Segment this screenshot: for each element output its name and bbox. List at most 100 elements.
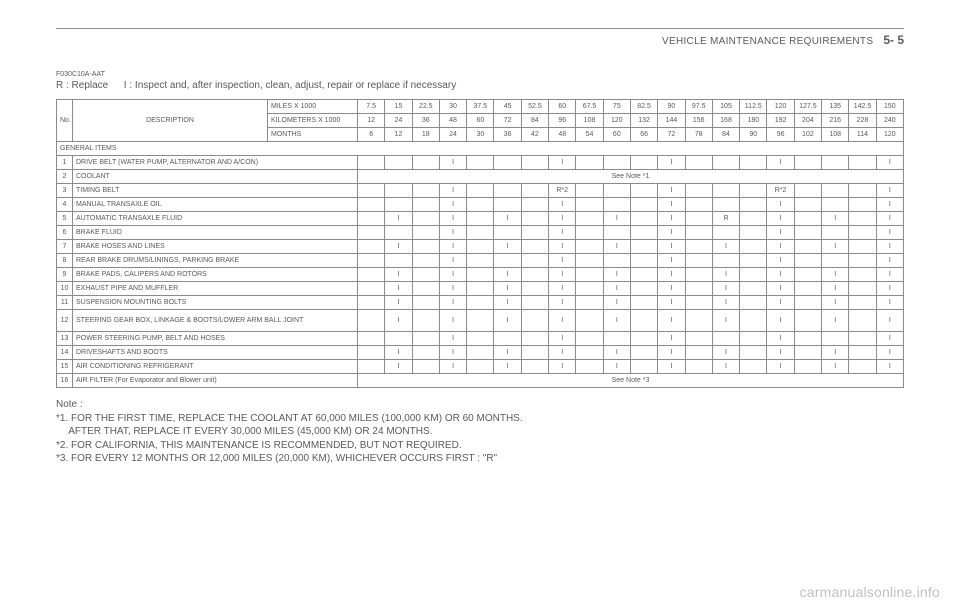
- cell: I: [767, 156, 794, 170]
- cell: I: [876, 282, 903, 296]
- cell: I: [712, 282, 739, 296]
- cell: [521, 360, 548, 374]
- cell: [494, 156, 521, 170]
- cell: [630, 184, 657, 198]
- cell: [849, 240, 876, 254]
- col-desc-header: DESCRIPTION: [73, 100, 268, 142]
- cell: [576, 212, 603, 226]
- cell: [412, 296, 439, 310]
- cell: I: [439, 296, 466, 310]
- table-row: 13POWER STEERING PUMP, BELT AND HOSESIII…: [57, 332, 904, 346]
- months-4: 30: [467, 128, 494, 142]
- cell: I: [822, 240, 849, 254]
- row-desc: BRAKE FLUID: [73, 226, 358, 240]
- miles-7: 60: [549, 100, 576, 114]
- cell: I: [876, 212, 903, 226]
- cell: I: [603, 360, 630, 374]
- table-row: 14DRIVESHAFTS AND BOOTSIIIIIIIIII: [57, 346, 904, 360]
- cell: [740, 156, 767, 170]
- cell: R: [712, 212, 739, 226]
- row-desc: COOLANT: [73, 170, 358, 184]
- cell: [712, 226, 739, 240]
- cell: [521, 184, 548, 198]
- cell: [685, 268, 712, 282]
- header-title: VEHICLE MAINTENANCE REQUIREMENTS: [662, 36, 873, 47]
- cell: I: [876, 184, 903, 198]
- cell: [794, 268, 821, 282]
- page-header: VEHICLE MAINTENANCE REQUIREMENTS 5- 5: [56, 33, 904, 47]
- cell: [385, 156, 412, 170]
- cell: I: [439, 346, 466, 360]
- miles-16: 127.5: [794, 100, 821, 114]
- cell: [822, 156, 849, 170]
- row-number: 14: [57, 346, 73, 360]
- months-14: 90: [740, 128, 767, 142]
- miles-8: 67.5: [576, 100, 603, 114]
- cell: I: [385, 360, 412, 374]
- cell: I: [712, 240, 739, 254]
- row-desc: MANUAL TRANSAXLE OIL: [73, 198, 358, 212]
- cell: [849, 360, 876, 374]
- km-5: 72: [494, 114, 521, 128]
- cell: [849, 346, 876, 360]
- watermark: carmanualsonline.info: [800, 584, 940, 600]
- cell: I: [876, 226, 903, 240]
- row-number: 7: [57, 240, 73, 254]
- cell: [385, 226, 412, 240]
- cell: [494, 198, 521, 212]
- table-row: 5AUTOMATIC TRANSAXLE FLUIDIIIIIIRIII: [57, 212, 904, 226]
- km-label: KILOMETERS X 1000: [268, 114, 358, 128]
- cell: [685, 296, 712, 310]
- row-number: 11: [57, 296, 73, 310]
- row-number: 10: [57, 282, 73, 296]
- km-9: 120: [603, 114, 630, 128]
- row-number: 9: [57, 268, 73, 282]
- months-19: 120: [876, 128, 903, 142]
- cell: [740, 282, 767, 296]
- months-12: 78: [685, 128, 712, 142]
- cell: [521, 296, 548, 310]
- maintenance-table: No. DESCRIPTION MILES X 1000 7.51522.530…: [56, 99, 904, 388]
- cell: I: [767, 346, 794, 360]
- cell: [685, 282, 712, 296]
- miles-4: 37.5: [467, 100, 494, 114]
- cell: [740, 296, 767, 310]
- top-rule: [56, 28, 904, 29]
- cell: [740, 240, 767, 254]
- km-2: 36: [412, 114, 439, 128]
- cell: I: [822, 310, 849, 332]
- cell: I: [603, 240, 630, 254]
- cell: [603, 184, 630, 198]
- cell: [849, 254, 876, 268]
- cell: [494, 332, 521, 346]
- cell: I: [767, 226, 794, 240]
- cell: [358, 332, 385, 346]
- cell: [712, 198, 739, 212]
- cell: [603, 226, 630, 240]
- cell: [712, 184, 739, 198]
- row-number: 8: [57, 254, 73, 268]
- cell: I: [658, 156, 685, 170]
- cell: [603, 254, 630, 268]
- cell: I: [658, 268, 685, 282]
- cell: I: [822, 282, 849, 296]
- cell: I: [385, 296, 412, 310]
- cell: [740, 198, 767, 212]
- cell: [576, 282, 603, 296]
- cell: [740, 254, 767, 268]
- cell: I: [385, 282, 412, 296]
- miles-13: 105: [712, 100, 739, 114]
- cell: [630, 240, 657, 254]
- miles-10: 82.5: [630, 100, 657, 114]
- cell: I: [767, 268, 794, 282]
- cell: [576, 332, 603, 346]
- cell: I: [385, 268, 412, 282]
- cell: [521, 310, 548, 332]
- cell: [467, 240, 494, 254]
- miles-0: 7.5: [358, 100, 385, 114]
- cell: I: [439, 282, 466, 296]
- table-row: 7BRAKE HOSES AND LINESIIIIIIIIII: [57, 240, 904, 254]
- cell: I: [439, 226, 466, 240]
- cell: [822, 332, 849, 346]
- cell: [849, 198, 876, 212]
